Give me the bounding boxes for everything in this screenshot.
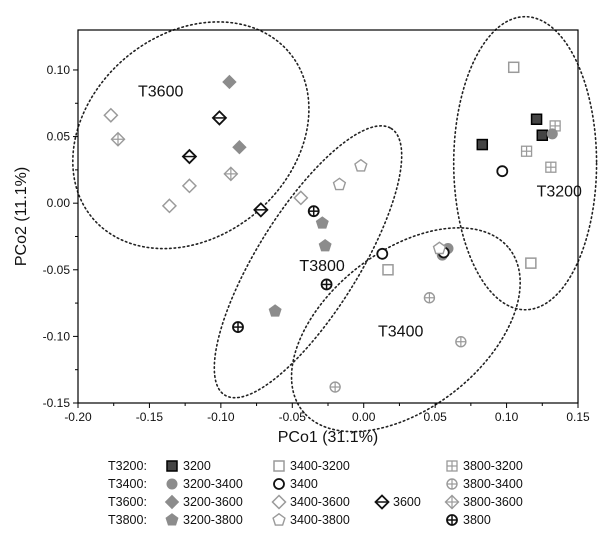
x-tick-label: -0.05 bbox=[279, 410, 307, 424]
point-3400-3800 bbox=[332, 177, 347, 191]
y-tick-label: 0.00 bbox=[47, 196, 71, 210]
point-3400 bbox=[496, 165, 509, 178]
point-3800-3200 bbox=[545, 161, 557, 173]
legend: T3200: T3400: T3600: T3800: 3200 3400-3200 380… bbox=[108, 459, 523, 527]
legend-label: 3800 bbox=[463, 513, 491, 527]
legend-label: 3800-3600 bbox=[463, 495, 523, 509]
y-tick-label: -0.15 bbox=[43, 396, 71, 410]
x-tick-label: -0.10 bbox=[207, 410, 235, 424]
x-tick-label: -0.15 bbox=[136, 410, 164, 424]
group-label: T3600 bbox=[138, 84, 183, 101]
y-axis: -0.15 -0.10 -0.05 0.00 0.05 0.10 bbox=[43, 63, 78, 410]
legend-label: 3400-3800 bbox=[290, 513, 350, 527]
point-3200-3800 bbox=[315, 216, 329, 229]
legend-marker-3400-3600 bbox=[271, 494, 287, 510]
legend-label: 3600 bbox=[393, 495, 421, 509]
point-3800-3600 bbox=[223, 166, 239, 182]
point-3200-3400 bbox=[546, 128, 558, 140]
legend-group-label: T3200: bbox=[108, 459, 147, 473]
point-3400-3600 bbox=[103, 107, 119, 123]
legend-group-label: T3600: bbox=[108, 495, 147, 509]
legend-marker-3200-3600 bbox=[164, 494, 180, 510]
x-axis: -0.20 -0.15 -0.10 -0.05 0.00 0.05 0.10 0.15 bbox=[64, 403, 590, 424]
point-3400-3800 bbox=[354, 158, 368, 172]
group-label: T3800 bbox=[299, 258, 344, 275]
group-label: T3400 bbox=[378, 323, 423, 340]
group-labels: T3200 T3400 T3600 T3800 bbox=[138, 84, 582, 341]
legend-marker-3800-3400 bbox=[446, 478, 458, 490]
scatter-points bbox=[103, 61, 561, 393]
legend-label: 3200-3600 bbox=[183, 495, 243, 509]
x-tick-label: 0.15 bbox=[566, 410, 590, 424]
legend-group-label: T3400: bbox=[108, 477, 147, 491]
y-tick-label: -0.05 bbox=[43, 263, 71, 277]
legend-marker-3400-3800 bbox=[272, 512, 286, 526]
point-3200-3800 bbox=[318, 238, 332, 252]
legend-marker-3800 bbox=[446, 514, 458, 526]
point-3400-3200 bbox=[382, 264, 394, 276]
legend-group-label: T3800: bbox=[108, 513, 147, 527]
point-3600 bbox=[253, 202, 269, 218]
x-tick-label: -0.20 bbox=[64, 410, 92, 424]
legend-marker-3400-3200 bbox=[273, 460, 285, 472]
point-3600 bbox=[181, 148, 198, 165]
legend-marker-3800-3200 bbox=[446, 460, 458, 472]
point-3400-3800 bbox=[432, 241, 447, 255]
legend-label: 3400 bbox=[290, 477, 318, 491]
point-3200-3800 bbox=[268, 304, 282, 317]
legend-label: 3800-3200 bbox=[463, 459, 523, 473]
x-tick-label: 0.10 bbox=[495, 410, 519, 424]
point-3800 bbox=[320, 278, 333, 291]
group-ellipse bbox=[213, 125, 403, 399]
y-tick-label: -0.10 bbox=[43, 329, 71, 343]
legend-marker-3200-3400 bbox=[166, 478, 178, 490]
point-3400-3600 bbox=[181, 178, 197, 194]
y-tick-label: 0.10 bbox=[47, 63, 71, 77]
legend-marker-3600 bbox=[374, 494, 390, 510]
point-3200 bbox=[476, 138, 489, 151]
x-tick-label: 0.00 bbox=[352, 410, 376, 424]
point-3800-3400 bbox=[329, 381, 341, 393]
group-ellipse bbox=[290, 227, 521, 433]
x-axis-title: PCo1 (31.1%) bbox=[278, 429, 379, 446]
legend-label: 3400-3600 bbox=[290, 495, 350, 509]
legend-label: 3200-3800 bbox=[183, 513, 243, 527]
point-3200-3600 bbox=[232, 140, 247, 155]
legend-marker-3200 bbox=[166, 460, 178, 472]
point-3800-3400 bbox=[455, 336, 467, 348]
point-3800-3200 bbox=[520, 145, 533, 157]
legend-label: 3400-3200 bbox=[290, 459, 350, 473]
point-3800-3400 bbox=[423, 292, 436, 304]
legend-label: 3800-3400 bbox=[463, 477, 523, 491]
point-3800 bbox=[232, 321, 244, 333]
legend-marker-3800-3600 bbox=[444, 494, 460, 510]
point-3400-3200 bbox=[507, 61, 520, 74]
legend-marker-3400 bbox=[273, 478, 285, 490]
legend-label: 3200-3400 bbox=[183, 477, 243, 491]
group-ellipses bbox=[72, 15, 598, 433]
point-3800 bbox=[307, 205, 320, 218]
y-axis-title: PCo2 (11.1%) bbox=[13, 167, 30, 266]
y-tick-label: 0.05 bbox=[47, 130, 71, 144]
legend-label: 3200 bbox=[183, 459, 211, 473]
point-3400-3600 bbox=[293, 190, 309, 206]
point-3200 bbox=[536, 129, 549, 141]
group-label: T3200 bbox=[537, 184, 582, 201]
legend-marker-3200-3800 bbox=[165, 513, 179, 526]
group-ellipse bbox=[452, 15, 598, 311]
point-3800-3600 bbox=[110, 131, 126, 147]
point-3400 bbox=[376, 247, 389, 260]
point-3200-3600 bbox=[222, 74, 237, 90]
point-3400-3600 bbox=[161, 198, 177, 214]
point-3600 bbox=[211, 110, 228, 126]
x-tick-label: 0.05 bbox=[423, 410, 447, 424]
group-ellipse bbox=[72, 21, 310, 250]
point-3400-3200 bbox=[525, 257, 537, 269]
point-3200 bbox=[530, 113, 543, 126]
